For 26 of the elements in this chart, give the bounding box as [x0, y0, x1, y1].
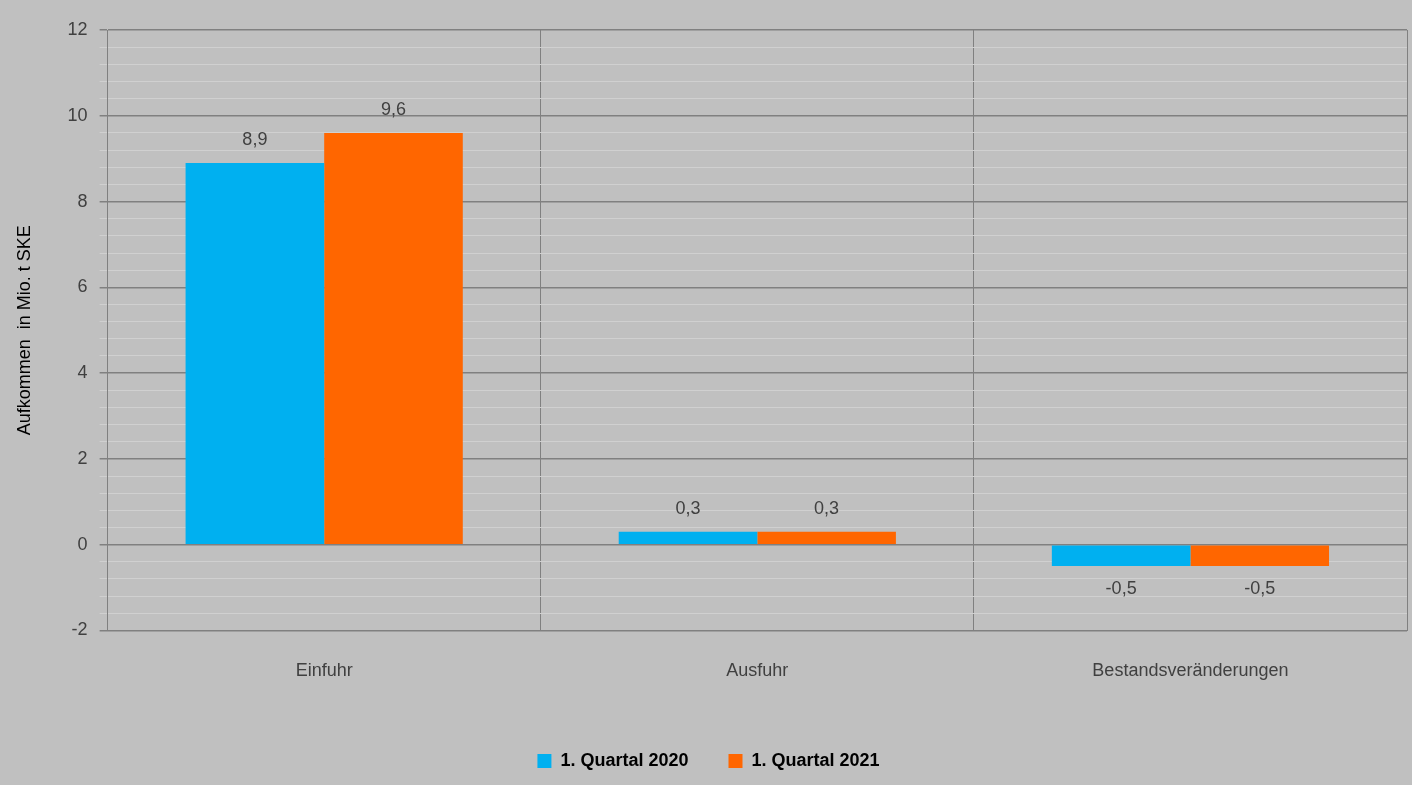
bar: [1051, 545, 1191, 567]
bar: [1190, 545, 1330, 567]
y-tick-label: 10: [67, 104, 88, 125]
data-label: -0,5: [1105, 578, 1137, 599]
data-label: -0,5: [1244, 578, 1276, 599]
bar: [757, 531, 896, 544]
data-label: 9,6: [380, 98, 406, 119]
x-tick-label: Ausfuhr: [726, 660, 789, 681]
x-tick-label: Bestandsveränderungen: [1092, 660, 1289, 681]
x-tick-label: Einfuhr: [295, 660, 353, 681]
y-tick-label: 12: [67, 18, 88, 39]
y-tick-label: 4: [77, 362, 88, 383]
y-tick-label: -2: [71, 619, 88, 640]
bar: [618, 531, 758, 544]
y-tick-label: 8: [77, 190, 88, 211]
y-axis-title: Aufkommen in Mio. t SKE: [13, 225, 34, 436]
bar: [324, 132, 463, 544]
y-tick-label: 0: [77, 533, 88, 554]
legend-label: 1. Quartal 2020: [560, 749, 689, 770]
data-label: 0,3: [814, 497, 840, 518]
y-tick-label: 6: [77, 276, 88, 297]
data-label: 0,3: [675, 497, 701, 518]
y-tick-label: 2: [77, 447, 88, 468]
bar: [185, 162, 325, 544]
legend-label: 1. Quartal 2021: [751, 749, 880, 770]
data-label: 8,9: [242, 128, 268, 149]
